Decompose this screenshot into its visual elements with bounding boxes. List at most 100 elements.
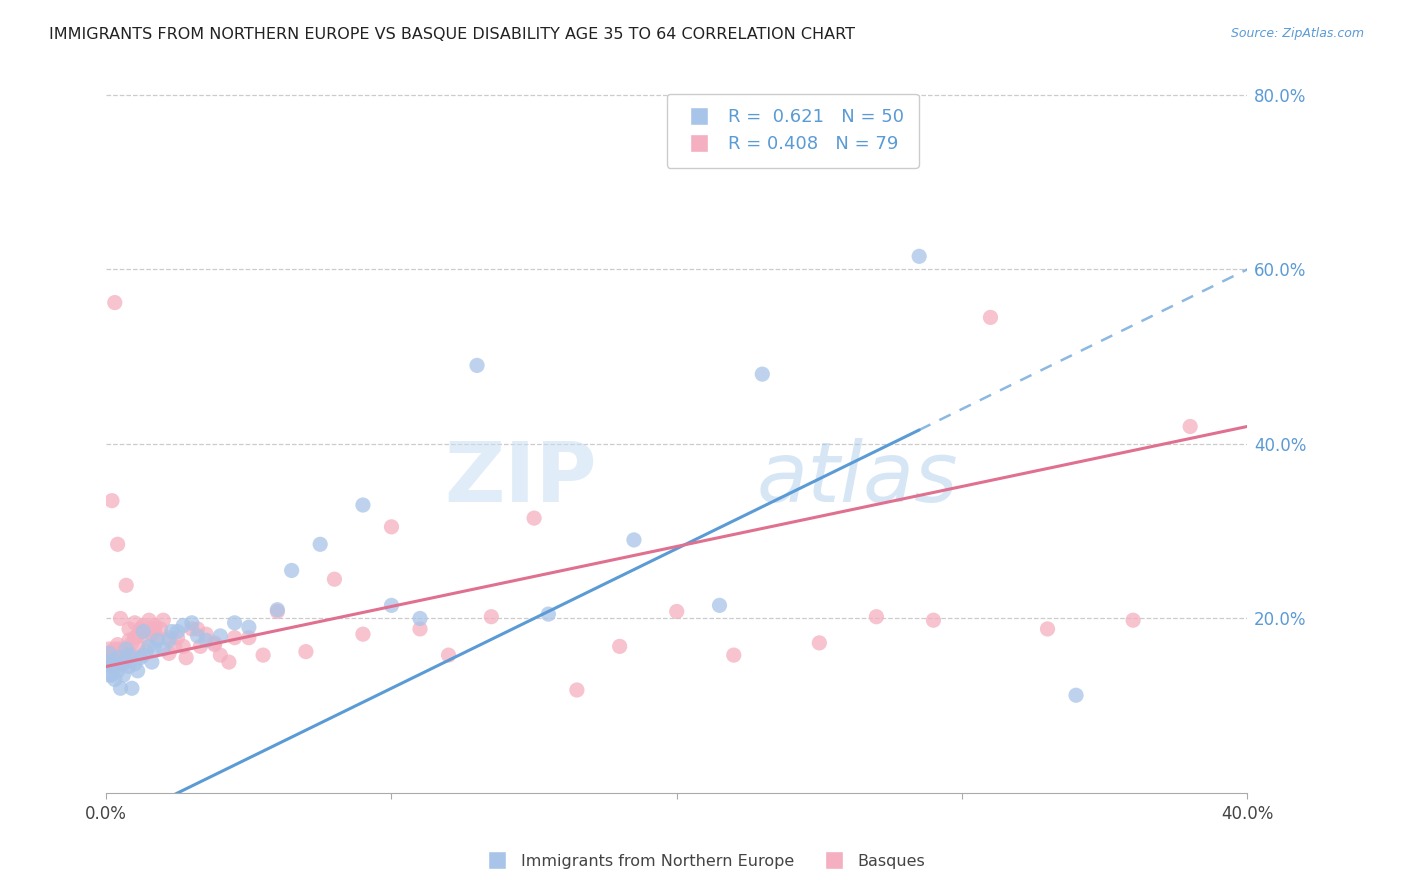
Text: atlas: atlas (756, 438, 959, 518)
Point (1178, 419, 1201, 434)
Point (104, 673, 127, 687)
Point (112, 668, 135, 682)
Legend: R =  0.621   N = 50, R = 0.408   N = 79: R = 0.621 N = 50, R = 0.408 N = 79 (666, 94, 918, 168)
Point (166, 631, 188, 645)
Point (865, 609, 887, 624)
Point (163, 640, 186, 654)
Point (98, 646, 121, 660)
Point (160, 624, 183, 639)
Point (135, 631, 157, 645)
Point (209, 648, 232, 662)
Point (709, 599, 731, 613)
Point (266, 605, 288, 619)
Point (751, 367, 773, 381)
Point (537, 607, 560, 621)
Point (115, 642, 138, 657)
Point (132, 624, 155, 639)
Point (149, 622, 172, 636)
Point (146, 633, 169, 648)
Text: IMMIGRANTS FROM NORTHERN EUROPE VS BASQUE DISABILITY AGE 35 TO 64 CORRELATION CH: IMMIGRANTS FROM NORTHERN EUROPE VS BASQU… (49, 27, 855, 42)
Point (808, 636, 831, 650)
Point (1122, 613, 1144, 627)
Point (127, 629, 149, 643)
Point (180, 615, 202, 630)
Point (98, 657, 121, 671)
Point (101, 650, 124, 665)
Point (309, 537, 332, 551)
Point (124, 615, 146, 630)
Point (166, 624, 188, 639)
Text: Source: ZipAtlas.com: Source: ZipAtlas.com (1230, 27, 1364, 40)
Point (98, 642, 121, 657)
Point (98, 655, 121, 669)
Point (104, 655, 127, 669)
Point (115, 642, 138, 657)
Point (352, 627, 374, 641)
Point (295, 645, 318, 659)
Point (323, 572, 346, 586)
Point (979, 310, 1001, 325)
Point (112, 646, 135, 660)
Point (180, 622, 202, 636)
Point (195, 627, 218, 641)
Point (135, 645, 157, 659)
Point (110, 611, 132, 625)
Point (127, 664, 149, 678)
Point (115, 578, 138, 592)
Point (523, 511, 546, 525)
Point (186, 629, 208, 643)
Point (98, 668, 121, 682)
Point (107, 664, 129, 678)
Point (409, 611, 432, 625)
Point (609, 640, 631, 654)
Point (152, 642, 174, 657)
Point (98, 655, 121, 669)
Point (141, 627, 163, 641)
Point (1036, 622, 1059, 636)
Point (107, 638, 129, 652)
Point (118, 659, 141, 673)
Point (110, 650, 132, 665)
Point (437, 648, 460, 662)
Point (146, 631, 169, 645)
Point (98, 650, 121, 665)
Point (107, 537, 129, 551)
Point (141, 655, 163, 669)
Point (115, 655, 138, 669)
Point (209, 629, 232, 643)
Point (129, 650, 152, 665)
Point (479, 609, 502, 624)
Point (143, 642, 166, 657)
Point (922, 613, 945, 627)
Point (118, 622, 141, 636)
Point (118, 633, 141, 648)
Point (409, 622, 432, 636)
Point (101, 659, 124, 673)
Point (157, 633, 180, 648)
Point (104, 655, 127, 669)
Point (121, 648, 143, 662)
Point (1064, 688, 1087, 702)
Point (380, 520, 402, 534)
Point (132, 618, 155, 632)
Point (352, 498, 374, 512)
Point (238, 620, 260, 634)
Point (104, 295, 127, 310)
Point (110, 657, 132, 671)
Point (101, 657, 124, 671)
Point (132, 648, 155, 662)
Point (143, 622, 166, 636)
Point (623, 533, 645, 547)
Point (138, 613, 160, 627)
Point (238, 631, 260, 645)
Point (101, 645, 124, 659)
Point (118, 648, 141, 662)
Point (138, 640, 160, 654)
Point (104, 659, 127, 673)
Point (224, 615, 246, 630)
Point (124, 657, 146, 671)
Point (665, 605, 688, 619)
Point (124, 631, 146, 645)
Point (266, 603, 288, 617)
Point (110, 681, 132, 696)
